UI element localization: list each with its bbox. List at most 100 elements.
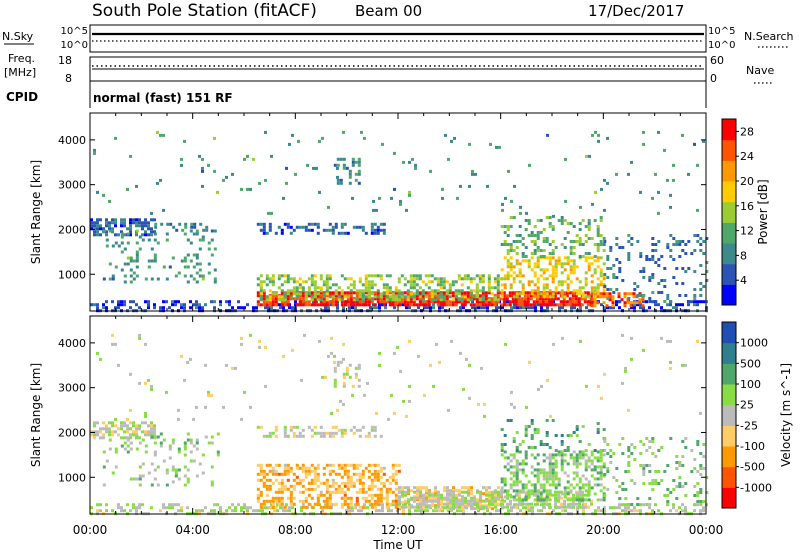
- power-cell-1066: [379, 295, 383, 299]
- power-cell-1992: [690, 252, 694, 255]
- power-cell-815: [571, 297, 575, 301]
- power-cell-576: [403, 300, 407, 304]
- power-cell-1679: [160, 222, 164, 226]
- power-cell-1140: [430, 280, 434, 284]
- velocity-cell-1532: [256, 425, 260, 429]
- power-cell-2024: [342, 163, 346, 167]
- power-cell-1281: [518, 268, 522, 272]
- velocity-cell-1601: [102, 483, 106, 487]
- power-cell-1973: [675, 240, 679, 243]
- power-cell-1104: [406, 298, 410, 302]
- power-cell-1385: [566, 277, 570, 281]
- power-cell-2058: [162, 208, 165, 212]
- velocity-cell-985: [494, 496, 497, 500]
- velocity-cell-1343: [587, 489, 591, 493]
- velocity-cell-150: [369, 503, 372, 507]
- power-cell-1853: [195, 232, 199, 236]
- velocity-cell-1875: [138, 381, 141, 385]
- power-cell-1349: [551, 271, 555, 275]
- velocity-cell-1478: [111, 424, 114, 428]
- velocity-cell-1731: [627, 446, 631, 449]
- velocity-cell-673: [388, 475, 392, 479]
- velocity-cell-1771: [651, 482, 655, 485]
- velocity-cell-1334: [584, 483, 588, 487]
- velocity-cell-1994: [684, 363, 687, 367]
- velocity-cell-1538: [271, 431, 275, 435]
- power-cell-1154: [439, 277, 443, 281]
- power-cell-1179: [454, 292, 458, 296]
- power-cell-1126: [418, 277, 422, 281]
- velocity-cell-558: [343, 499, 347, 503]
- power-cell-1323: [539, 292, 543, 296]
- power-cell-1188: [460, 289, 464, 293]
- velocity-cell-425: [289, 493, 293, 497]
- velocity-cell-768: [440, 507, 443, 511]
- velocity-cell-300: [633, 509, 636, 513]
- velocity-cell-527: [331, 484, 335, 488]
- power-cell-1699: [262, 222, 266, 226]
- power-cell-1084: [391, 298, 395, 302]
- velocity-cell-1369: [599, 456, 603, 460]
- power-cell-1428: [590, 286, 594, 290]
- power-cell-415: [289, 291, 293, 295]
- velocity-cell-533: [334, 502, 338, 506]
- velocity-cell-1274: [563, 453, 567, 457]
- power-cell-1970: [672, 243, 676, 246]
- velocity-cell-387: [274, 496, 278, 500]
- velocity-cell-848: [491, 507, 494, 511]
- velocity-cell-121: [321, 509, 324, 513]
- power-cell-1622: [108, 227, 111, 231]
- velocity-cell-1361: [596, 459, 600, 463]
- velocity-cell-348: [259, 478, 263, 482]
- velocity-cell-475: [313, 466, 317, 470]
- velocity-cell-1583: [349, 428, 353, 432]
- power-cell-1521: [545, 216, 549, 219]
- velocity-cell-167: [402, 509, 405, 513]
- power-cell-170: [372, 306, 375, 310]
- velocity-cell-1422: [545, 431, 549, 434]
- power-cell-1969: [672, 237, 676, 240]
- power-cell-1531: [551, 240, 555, 243]
- power-cell-1676: [153, 230, 156, 234]
- power-cell-1501: [533, 234, 537, 237]
- power-cell-1249: [500, 289, 504, 293]
- power-cell-609: [427, 291, 431, 295]
- velocity-cell-1306: [575, 474, 579, 478]
- power-cell-1593: [602, 249, 606, 252]
- velocity-cell-415: [286, 466, 290, 470]
- velocity-cell-621: [370, 463, 374, 467]
- velocity-cell-1002: [506, 502, 509, 506]
- power-cell-2180: [657, 211, 660, 215]
- velocity-cell-1335: [584, 489, 588, 493]
- velocity-cell-1921: [330, 411, 333, 415]
- power-cell-599: [418, 303, 422, 307]
- velocity-cell-1934: [378, 363, 381, 367]
- power-cell-1542: [563, 246, 567, 249]
- power-cell-1544: [566, 231, 570, 234]
- velocity-cell-1669: [183, 444, 187, 448]
- velocity-cell-351: [259, 502, 263, 506]
- power-cell-521: [364, 291, 368, 295]
- velocity-cell-939: [458, 499, 461, 503]
- power-cell-15: [117, 300, 120, 304]
- power-cell-1813: [147, 238, 151, 242]
- velocity-cell-1567: [322, 431, 326, 435]
- power-cell-870: [623, 304, 627, 308]
- velocity-cell-178: [420, 509, 423, 513]
- power-cell-844: [593, 298, 597, 302]
- velocity-cell-13: [117, 506, 120, 510]
- velocity-cell-1336: [584, 498, 588, 502]
- velocity-cell-1366: [596, 498, 600, 502]
- power-cell-772: [541, 300, 545, 304]
- power-cell-1923: [639, 255, 643, 258]
- velocity-cell-1676: [186, 438, 190, 442]
- velocity-cell-1773: [654, 455, 658, 458]
- velocity-cell-982: [491, 499, 494, 503]
- power-cell-1033: [361, 289, 365, 293]
- velocity-cell-1897: [222, 405, 225, 409]
- velocity-cell-1916: [321, 375, 324, 379]
- power-cell-1415: [584, 277, 588, 281]
- power-cell-439: [307, 294, 311, 298]
- velocity-cell-368: [268, 469, 272, 473]
- power-cell-167: [369, 306, 372, 310]
